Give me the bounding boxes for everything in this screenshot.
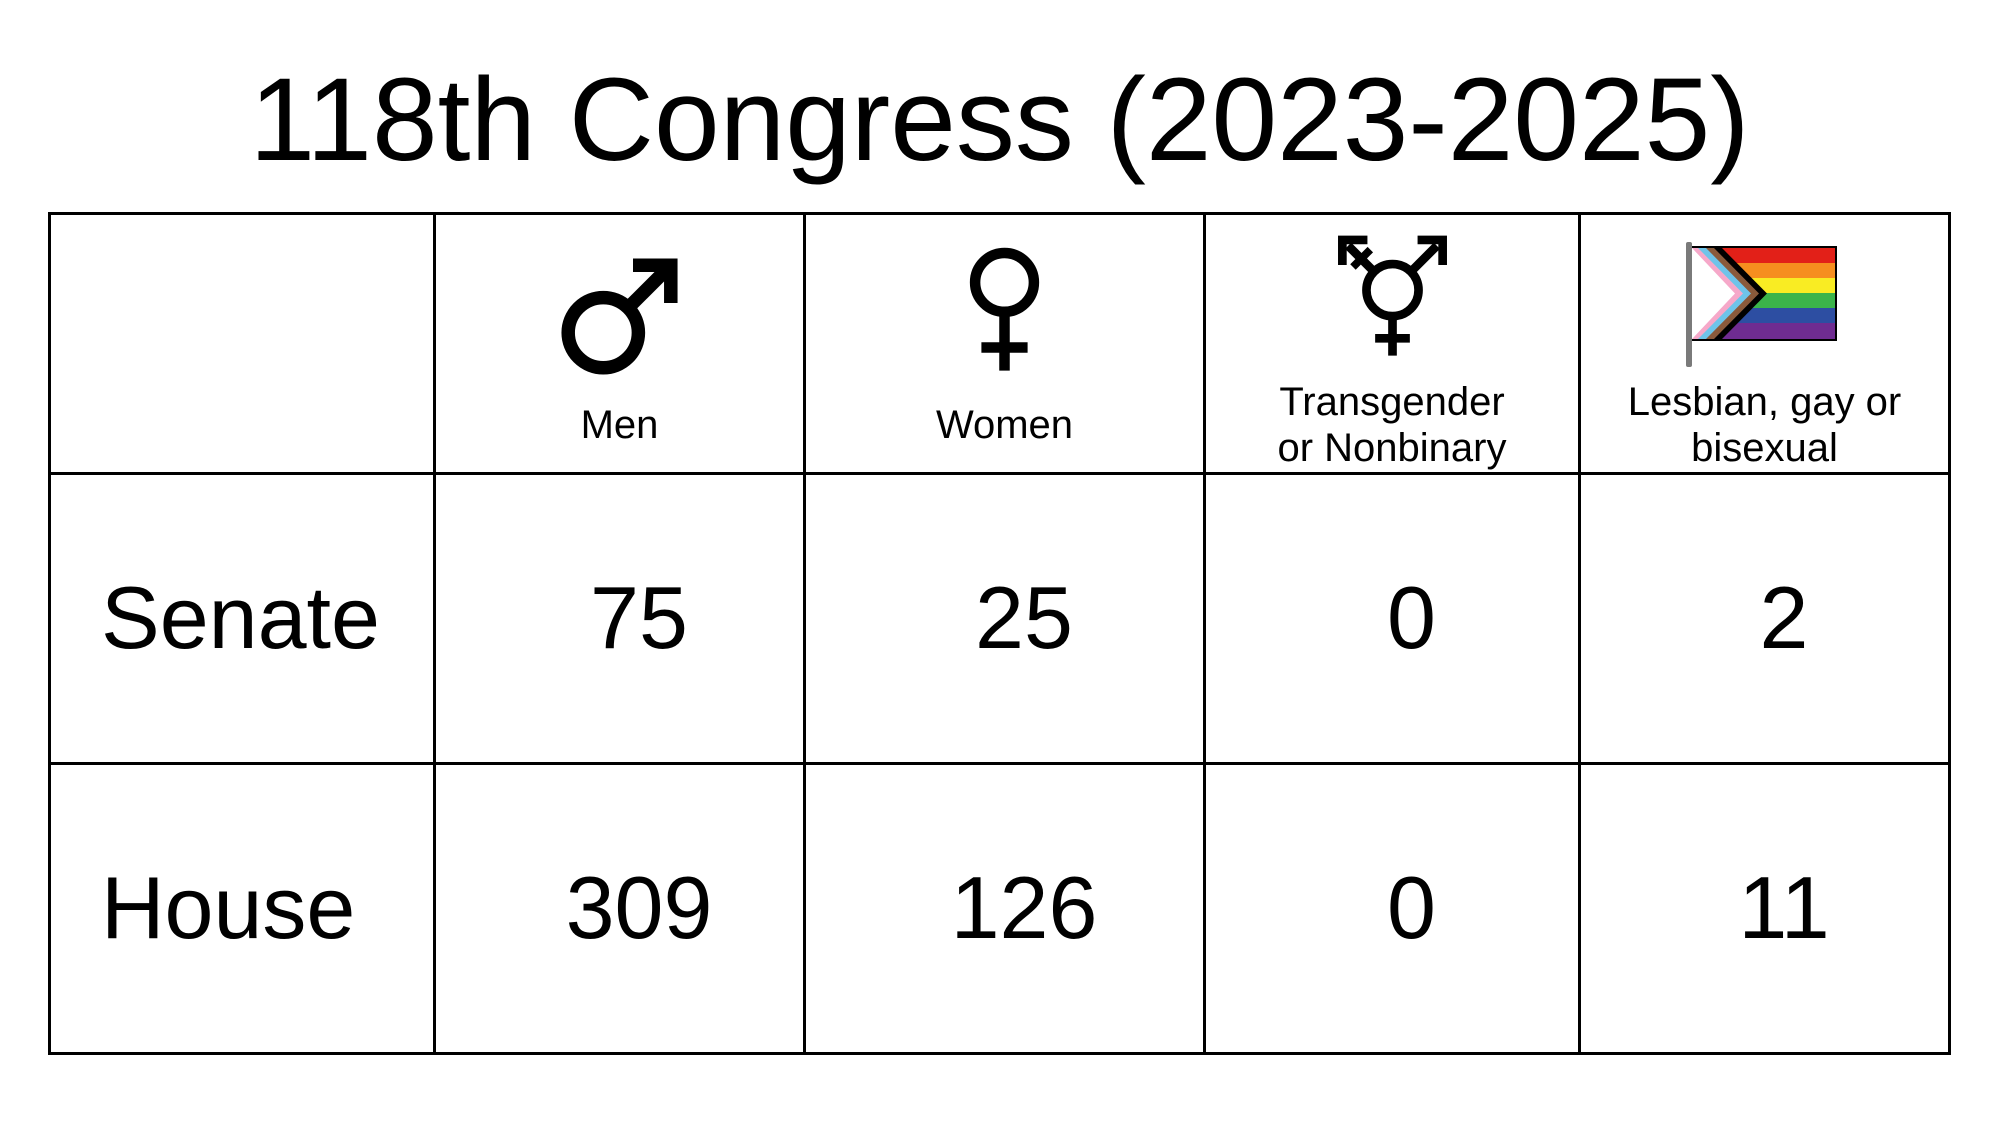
table-row: Senate 75 25 0 2 (50, 473, 1950, 763)
cell-value: 11 (1580, 763, 1950, 1053)
table-header-row: Men Women (50, 213, 1950, 473)
row-label: Senate (50, 473, 435, 763)
cell-value: 0 (1205, 763, 1580, 1053)
header-label: Transgenderor Nonbinary (1207, 371, 1577, 471)
header-label: Lesbian, gay orbisexual (1582, 371, 1947, 471)
progress-pride-flag-icon (1692, 246, 1837, 341)
header-men: Men (435, 213, 805, 473)
row-label: House (50, 763, 435, 1053)
female-symbol-icon (952, 241, 1057, 391)
cell-value: 126 (805, 763, 1205, 1053)
congress-table: Men Women (48, 212, 1951, 1055)
header-label: Women (807, 394, 1202, 448)
header-women: Women (805, 213, 1205, 473)
transgender-symbol-icon (1325, 218, 1460, 368)
header-label: Men (437, 394, 802, 448)
header-blank (50, 213, 435, 473)
header-lgb: Lesbian, gay orbisexual (1580, 213, 1950, 473)
page-title: 118th Congress (2023-2025) (0, 50, 1999, 192)
cell-value: 25 (805, 473, 1205, 763)
cell-value: 309 (435, 763, 805, 1053)
male-symbol-icon (552, 249, 687, 384)
cell-value: 2 (1580, 473, 1950, 763)
cell-value: 0 (1205, 473, 1580, 763)
table-row: House 309 126 0 11 (50, 763, 1950, 1053)
cell-value: 75 (435, 473, 805, 763)
header-trans: Transgenderor Nonbinary (1205, 213, 1580, 473)
